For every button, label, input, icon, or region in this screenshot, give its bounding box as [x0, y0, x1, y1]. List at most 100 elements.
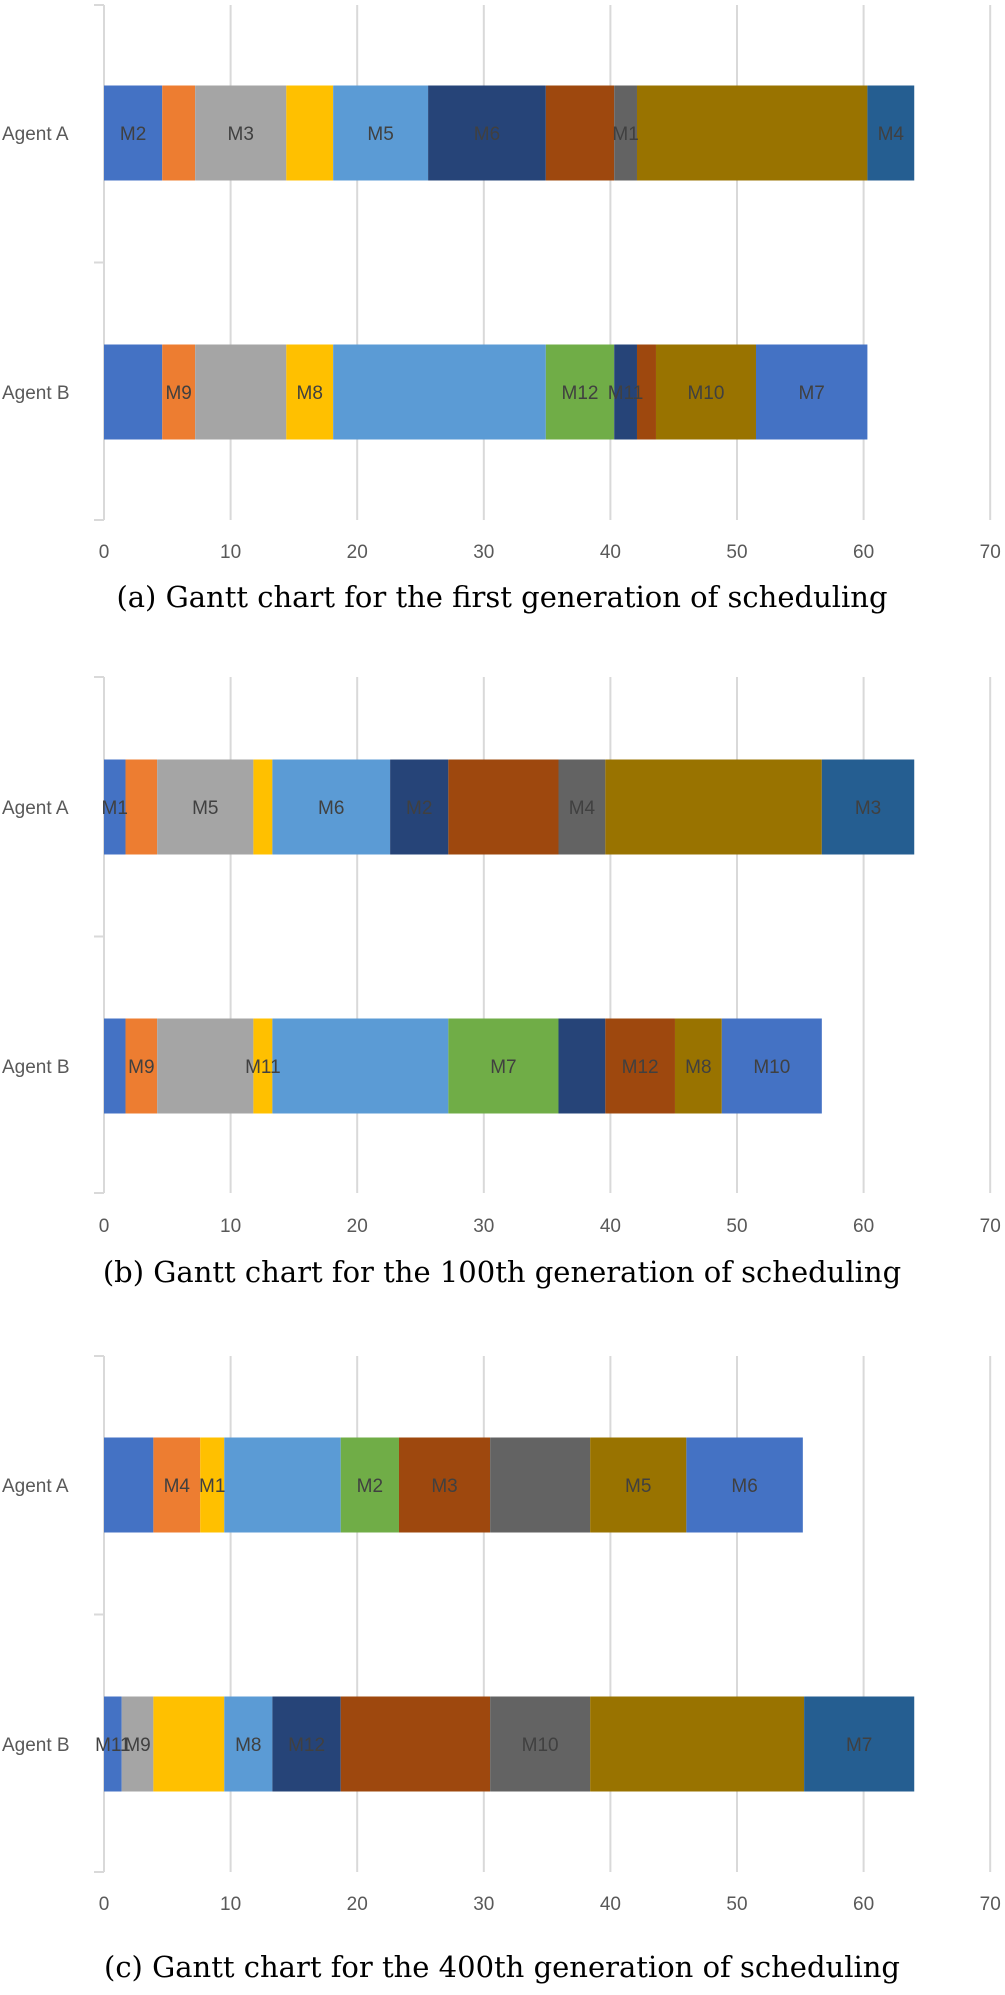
segment-label: M10 [522, 1735, 559, 1756]
segment-label: M7 [490, 1057, 516, 1078]
gantt-segment [721, 1018, 822, 1114]
x-tick-label: 30 [473, 542, 494, 563]
x-tick-label: 0 [99, 1894, 110, 1915]
x-tick-label: 50 [726, 1216, 747, 1237]
x-tick-label: 60 [853, 1216, 874, 1237]
gantt-segment [153, 1696, 225, 1792]
gantt-segment [821, 759, 915, 855]
segment-label: M8 [235, 1735, 261, 1756]
gantt-segment [390, 759, 449, 855]
segment-label: M7 [798, 383, 824, 404]
segment-label: M10 [687, 383, 724, 404]
x-tick-label: 40 [600, 542, 621, 563]
segment-label: M6 [318, 798, 344, 819]
segment-label: M1 [102, 798, 128, 819]
segment-label: M2 [120, 124, 146, 145]
x-tick-label: 20 [347, 1894, 368, 1915]
gantt-segment [162, 85, 196, 181]
gantt-segment [674, 1018, 722, 1114]
gantt-segment [448, 759, 559, 855]
x-tick-label: 20 [347, 542, 368, 563]
gantt-segment [200, 1437, 225, 1533]
gantt-segment [125, 1018, 158, 1114]
segment-label: M5 [367, 124, 393, 145]
segment-label: M9 [124, 1735, 150, 1756]
gantt-segment [490, 1696, 591, 1792]
x-tick-label: 10 [220, 1894, 241, 1915]
gantt-segment [162, 344, 196, 440]
gantt-segment [686, 1437, 803, 1533]
segment-label: M8 [685, 1057, 711, 1078]
segment-label: M4 [164, 1476, 191, 1497]
x-tick-label: 60 [853, 542, 874, 563]
gantt-segment [272, 759, 391, 855]
segment-label: M5 [625, 1476, 651, 1497]
segment-label: M12 [288, 1735, 325, 1756]
x-tick-label: 70 [980, 542, 1001, 563]
gantt-row: Agent B M9 M11 M7 M12 M8 M10 [2, 1018, 822, 1114]
gantt-segment [157, 1018, 254, 1114]
x-tick-label: 20 [347, 1216, 368, 1237]
gantt-segment [448, 1018, 559, 1114]
gantt-segment [558, 1018, 606, 1114]
gantt-segment [605, 1018, 675, 1114]
gantt-segment [153, 1437, 201, 1533]
gantt-segment [104, 1437, 154, 1533]
gantt-row: Agent A M1 M5 M6 M2 M4 M3 [2, 759, 915, 855]
chart-caption: (c) Gantt chart for the 400th generation… [104, 1950, 900, 1984]
segment-label: M3 [431, 1476, 457, 1497]
gantt-segment [104, 759, 126, 855]
gantt-segment [286, 344, 334, 440]
segment-label: M11 [95, 1735, 131, 1756]
gantt-segment [224, 1696, 273, 1792]
gantt-segment [636, 85, 868, 181]
segment-label: M4 [878, 124, 905, 145]
segment-label: M1 [199, 1476, 225, 1497]
gantt-segment [340, 1437, 399, 1533]
gantt-segment [545, 85, 615, 181]
segment-label: M2 [406, 798, 432, 819]
gantt-row: Agent A M4 M1 M2 M3 M5 M6 [2, 1437, 803, 1533]
gantt-segment [655, 344, 756, 440]
gantt-segment [104, 1696, 122, 1792]
gantt-segment [157, 759, 254, 855]
gantt-segment [614, 85, 637, 181]
gantt-segment [195, 344, 287, 440]
gantt-segment [104, 1018, 126, 1114]
gantt-segment [333, 85, 429, 181]
segment-label: M6 [731, 1476, 757, 1497]
gantt-segment [224, 1437, 341, 1533]
x-tick-label: 30 [473, 1894, 494, 1915]
segment-label: M12 [622, 1057, 659, 1078]
segment-label: M5 [192, 798, 218, 819]
x-tick-label: 0 [99, 542, 110, 563]
x-tick-label: 70 [980, 1216, 1001, 1237]
gantt-segment [104, 344, 163, 440]
gantt-segment [286, 85, 334, 181]
x-tick-label: 60 [853, 1894, 874, 1915]
segment-label: M8 [297, 383, 323, 404]
segment-label: M1 [612, 124, 638, 145]
gantt-segment [755, 344, 868, 440]
gantt-segment [605, 759, 822, 855]
x-tick-label: 70 [980, 1894, 1001, 1915]
segment-label: M3 [228, 124, 254, 145]
x-tick-label: 40 [600, 1894, 621, 1915]
segment-label: M9 [165, 383, 191, 404]
x-tick-label: 40 [600, 1216, 621, 1237]
gantt-segment [804, 1696, 915, 1792]
agent-label: Agent B [2, 1735, 70, 1756]
segment-label: M7 [846, 1735, 872, 1756]
gantt-segment [614, 344, 637, 440]
x-tick-label: 50 [726, 1894, 747, 1915]
gantt-segment [104, 85, 163, 181]
agent-label: Agent B [2, 383, 70, 404]
agent-label: Agent A [2, 124, 69, 145]
gantt-row: Agent A M2 M3 M5 M6 M1 M4 [2, 85, 915, 181]
x-tick-label: 50 [726, 542, 747, 563]
agent-label: Agent A [2, 1476, 69, 1497]
gantt-segment [121, 1696, 154, 1792]
chart-caption: (b) Gantt chart for the 100th generation… [103, 1255, 901, 1289]
